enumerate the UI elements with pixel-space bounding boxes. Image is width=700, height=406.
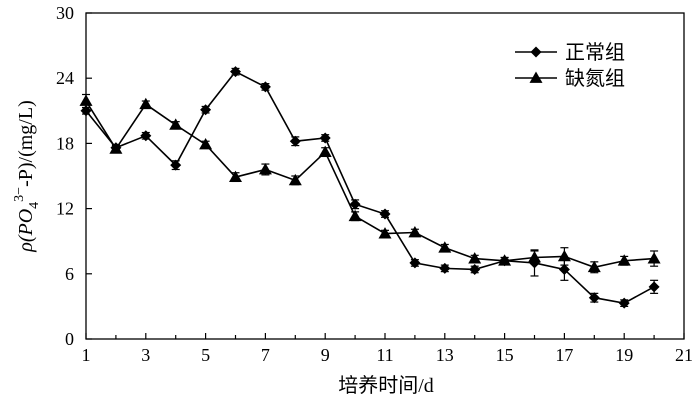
data-point (349, 198, 361, 210)
x-tick-label: 15 (496, 345, 514, 365)
y-tick-label: 24 (56, 68, 74, 88)
legend-item: 缺氮组 (515, 67, 625, 90)
y-axis-title-suffix: -P)/(mg/L) (15, 100, 37, 187)
data-point (199, 137, 213, 150)
data-point (170, 159, 182, 171)
x-tick-label: 7 (261, 345, 270, 365)
data-point (648, 281, 660, 293)
data-point (498, 254, 512, 266)
data-point (379, 208, 391, 220)
data-point (230, 66, 241, 78)
x-tick-label: 11 (376, 345, 393, 365)
data-point (469, 263, 481, 275)
y-axis-title-sub: 4 (27, 202, 42, 209)
data-point (587, 260, 601, 273)
x-tick-label: 19 (615, 345, 633, 365)
series-1 (80, 66, 660, 309)
y-tick-label: 18 (56, 133, 74, 153)
data-point (378, 227, 392, 239)
series-line (85, 100, 655, 269)
data-point (557, 249, 571, 262)
x-tick-label: 21 (675, 345, 693, 365)
y-axis-title-prefix: ρ(PO (15, 209, 37, 253)
data-point (200, 104, 212, 116)
legend-marker (529, 71, 543, 83)
series-line (85, 70, 655, 304)
data-point (588, 292, 600, 304)
data-point (468, 252, 482, 264)
y-tick-label: 6 (65, 264, 74, 284)
data-point (109, 142, 123, 154)
series-2 (79, 93, 661, 274)
y-tick-label: 30 (56, 3, 74, 23)
y-axis-title: ρ(PO43−-P)/(mg/L) (12, 100, 42, 252)
data-point (289, 135, 301, 147)
y-tick-label: 12 (56, 199, 74, 219)
data-point (647, 252, 661, 264)
data-point (139, 97, 153, 110)
y-tick-label: 0 (65, 329, 74, 349)
legend-label: 缺氮组 (565, 67, 625, 90)
data-point (288, 173, 302, 186)
data-point (409, 257, 421, 269)
x-tick-label: 3 (141, 345, 150, 365)
data-point (229, 170, 242, 182)
data-point (558, 263, 570, 275)
legend-marker (530, 46, 542, 58)
x-tick-label: 17 (555, 345, 573, 365)
x-tick-label: 1 (82, 345, 91, 365)
data-point (438, 241, 452, 253)
x-axis-title: 培养时间/d (338, 374, 434, 397)
data-point (169, 118, 183, 130)
data-point (348, 209, 362, 222)
legend-item: 正常组 (515, 41, 625, 64)
data-point (79, 94, 93, 106)
data-point (259, 81, 271, 93)
data-point (528, 251, 541, 263)
data-point (617, 254, 631, 266)
data-point (618, 297, 630, 309)
data-point (319, 132, 331, 144)
data-point (408, 226, 422, 238)
data-point (439, 262, 451, 274)
data-point (258, 162, 272, 175)
y-axis-title-sup: 3− (12, 187, 27, 202)
x-tick-label: 9 (321, 345, 330, 365)
data-point (318, 145, 332, 157)
x-tick-label: 5 (201, 345, 210, 365)
series-layer (79, 66, 661, 309)
x-tick-label: 13 (436, 345, 454, 365)
data-point (140, 130, 152, 142)
legend-label: 正常组 (565, 41, 625, 64)
